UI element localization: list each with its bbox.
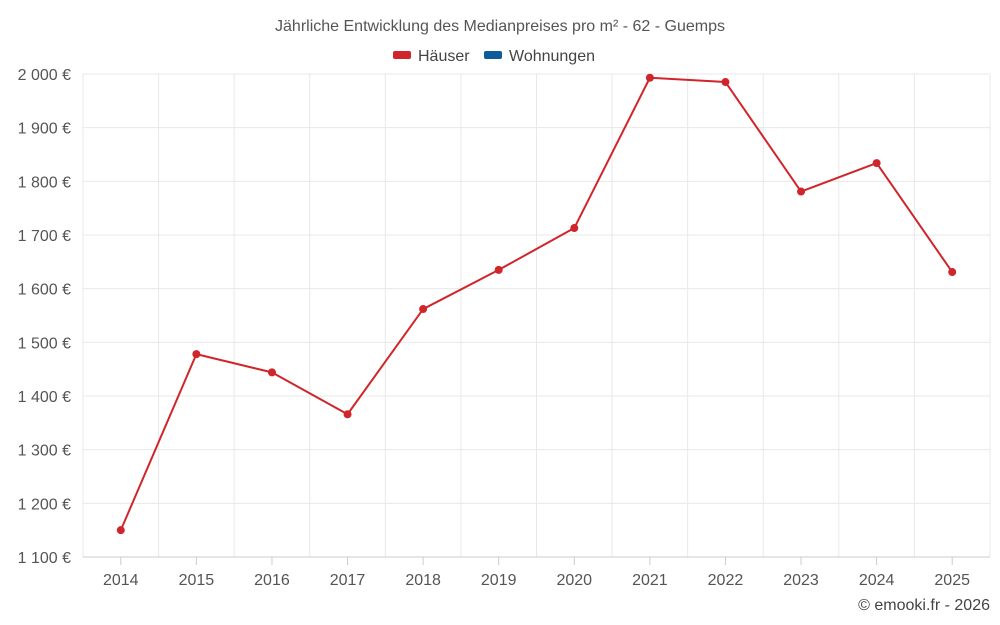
axes: 1 100 € 1 200 € 1 300 € 1 400 € 1 500 € 1 600… — [18, 67, 990, 589]
series — [116, 73, 957, 535]
x-tick-label: 2023 — [783, 572, 819, 589]
y-tick-label: 1 500 € — [18, 335, 71, 352]
legend-item-haeuser[interactable]: Häuser — [393, 48, 470, 65]
legend-swatch-wohnungen — [484, 51, 502, 59]
x-tick-label: 2024 — [859, 572, 895, 589]
series-line-haeuser — [119, 76, 954, 531]
grid — [82, 73, 991, 558]
data-point-haeuser[interactable] — [797, 187, 806, 196]
data-point-haeuser[interactable] — [267, 368, 276, 377]
y-tick-label: 1 100 € — [18, 550, 71, 567]
x-tick-label: 2022 — [708, 572, 744, 589]
legend-label-wohnungen: Wohnungen — [509, 48, 595, 65]
chart-title: Jährliche Entwicklung des Medianpreises … — [275, 18, 725, 35]
data-point-haeuser[interactable] — [343, 410, 352, 419]
x-tick-label: 2015 — [179, 572, 215, 589]
data-point-haeuser[interactable] — [721, 78, 730, 87]
y-tick-label: 1 400 € — [18, 389, 71, 406]
legend-item-wohnungen[interactable]: Wohnungen — [484, 48, 595, 65]
data-point-haeuser[interactable] — [872, 159, 881, 168]
y-tick-label: 1 300 € — [18, 443, 71, 460]
data-point-haeuser[interactable] — [116, 526, 125, 535]
data-point-haeuser[interactable] — [645, 73, 654, 82]
legend: Häuser Wohnungen — [393, 48, 595, 65]
x-tick-label: 2018 — [405, 572, 441, 589]
copyright-credit: © emooki.fr - 2026 — [858, 597, 990, 614]
data-point-haeuser[interactable] — [948, 268, 957, 277]
y-tick-label: 1 900 € — [18, 121, 71, 138]
x-tick-label: 2019 — [481, 572, 517, 589]
legend-swatch-haeuser — [393, 51, 411, 59]
x-tick-label: 2017 — [330, 572, 366, 589]
data-point-haeuser[interactable] — [419, 305, 428, 314]
x-tick-label: 2025 — [934, 572, 970, 589]
x-tick-label: 2016 — [254, 572, 290, 589]
data-point-haeuser[interactable] — [570, 224, 579, 233]
data-point-haeuser[interactable] — [494, 265, 503, 274]
x-tick-label: 2021 — [632, 572, 668, 589]
x-tick-label: 2014 — [103, 572, 139, 589]
y-tick-label: 2 000 € — [18, 67, 71, 84]
legend-label-haeuser: Häuser — [418, 48, 470, 65]
y-tick-label: 1 600 € — [18, 282, 71, 299]
y-tick-label: 1 700 € — [18, 228, 71, 245]
y-tick-label: 1 800 € — [18, 174, 71, 191]
y-tick-label: 1 200 € — [18, 496, 71, 513]
x-tick-label: 2020 — [556, 572, 592, 589]
data-point-haeuser[interactable] — [192, 350, 201, 359]
